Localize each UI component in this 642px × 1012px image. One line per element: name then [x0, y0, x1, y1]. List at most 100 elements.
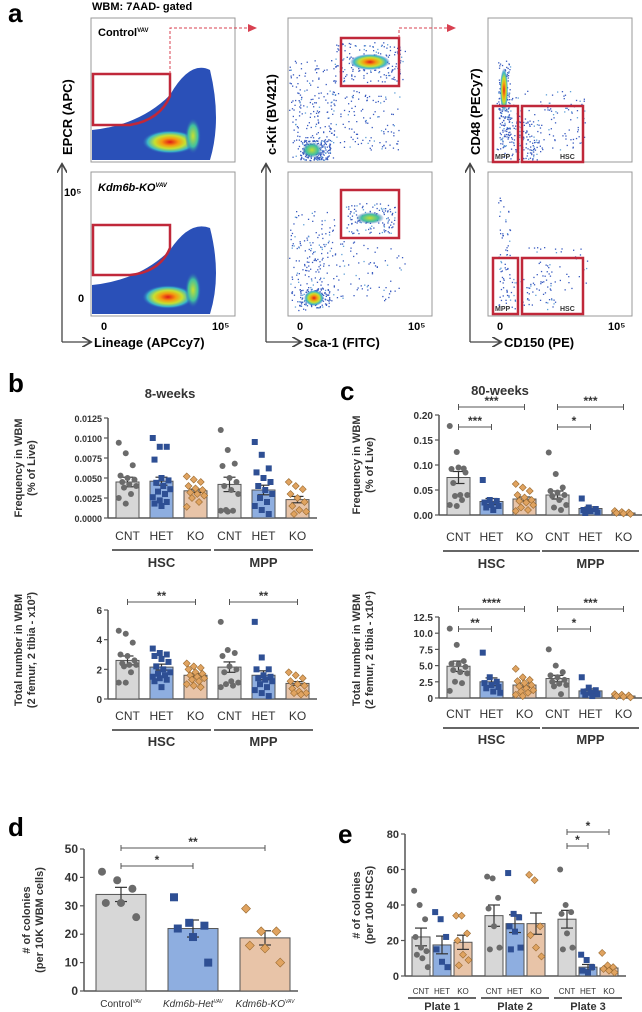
y-axis-label: Total number in WBM(2 femur, 2 tibia - x… — [13, 592, 38, 708]
flow-event — [373, 227, 375, 229]
flow-event — [356, 121, 358, 123]
flow-event — [346, 56, 348, 58]
data-point — [455, 661, 462, 668]
data-point — [419, 955, 426, 962]
data-point — [251, 503, 258, 509]
flow-event — [501, 121, 503, 124]
flow-event — [505, 221, 507, 223]
flow-event — [305, 159, 307, 161]
y-tick-label: 0.10 — [414, 461, 434, 472]
data-point — [525, 487, 534, 495]
flow-event — [388, 219, 390, 221]
flow-event — [505, 128, 508, 131]
flow-event — [321, 145, 323, 147]
flow-event — [300, 290, 303, 292]
flow-event — [292, 243, 294, 245]
flow-event — [299, 242, 301, 245]
significance-label: *** — [484, 394, 498, 408]
flow-event — [328, 125, 330, 127]
flow-event — [527, 121, 529, 123]
flow-event — [369, 287, 372, 289]
flow-event — [291, 247, 293, 249]
flow-event — [327, 242, 330, 244]
flow-event — [366, 97, 369, 99]
flow-event — [383, 144, 385, 147]
flow-event — [504, 152, 506, 155]
flow-event — [316, 133, 318, 135]
flow-event — [359, 49, 361, 51]
flow-event — [312, 140, 315, 143]
flow-event — [323, 131, 325, 133]
flow-event — [568, 282, 570, 284]
flow-event — [300, 158, 302, 160]
flow-event — [499, 83, 501, 85]
data-point — [518, 692, 527, 700]
flow-event — [393, 46, 396, 48]
flow-event — [384, 300, 386, 302]
data-point — [561, 676, 568, 683]
flow-event — [519, 145, 521, 147]
flow-event — [351, 231, 353, 233]
flow-event — [552, 135, 555, 137]
flow-event — [291, 101, 293, 103]
flow-event — [508, 72, 510, 74]
flow-event — [366, 295, 368, 297]
flow-event — [313, 251, 315, 253]
flow-event — [512, 97, 514, 100]
flow-event — [337, 93, 340, 95]
flow-event — [294, 216, 297, 218]
y-tick-label: 0 — [393, 971, 399, 983]
flow-event — [355, 214, 358, 216]
flow-event — [362, 205, 364, 208]
flow-event — [396, 143, 398, 145]
flow-event — [564, 111, 566, 113]
flow-event — [542, 293, 545, 295]
data-point — [128, 884, 137, 893]
flow-event — [563, 95, 565, 97]
flow-event — [309, 159, 311, 162]
flow-event — [506, 294, 509, 297]
category-label: CNT — [115, 529, 140, 543]
flow-event — [365, 136, 367, 139]
y-tick-label: 0.0000 — [74, 514, 102, 524]
data-point — [251, 618, 258, 625]
flow-event — [327, 102, 329, 104]
data-point — [298, 485, 307, 494]
flow-event — [498, 103, 501, 105]
flow-event — [400, 269, 402, 271]
data-point — [129, 462, 136, 469]
flow-event — [527, 152, 529, 154]
density-lin-neg-control — [302, 142, 322, 158]
flow-event — [296, 126, 299, 128]
data-point — [515, 497, 524, 505]
data-point — [423, 948, 430, 955]
flow-event — [548, 109, 551, 111]
flow-event — [343, 58, 345, 60]
flow-event — [304, 250, 306, 252]
flow-event — [381, 44, 383, 46]
flow-event — [329, 127, 331, 129]
flow-event — [328, 240, 330, 242]
flow-event — [508, 115, 510, 117]
flow-event — [301, 214, 303, 216]
flow-event — [333, 68, 335, 70]
flow-event — [325, 304, 328, 306]
data-point — [458, 680, 465, 687]
flow-event — [537, 247, 539, 249]
category-label: CNT — [217, 529, 242, 543]
flow-event — [393, 125, 395, 127]
flow-event — [508, 107, 510, 109]
flow-event — [334, 253, 337, 255]
flow-event — [329, 152, 332, 154]
data-point — [113, 876, 122, 885]
flow-event — [390, 131, 393, 133]
group-label: HSC — [478, 732, 506, 747]
flow-event — [504, 263, 506, 265]
data-point — [188, 494, 196, 502]
flow-event — [506, 254, 508, 256]
flow-event — [335, 123, 337, 126]
flow-event — [526, 287, 528, 289]
flow-event — [538, 124, 540, 126]
significance-label: *** — [583, 596, 597, 610]
flow-event — [519, 130, 521, 133]
